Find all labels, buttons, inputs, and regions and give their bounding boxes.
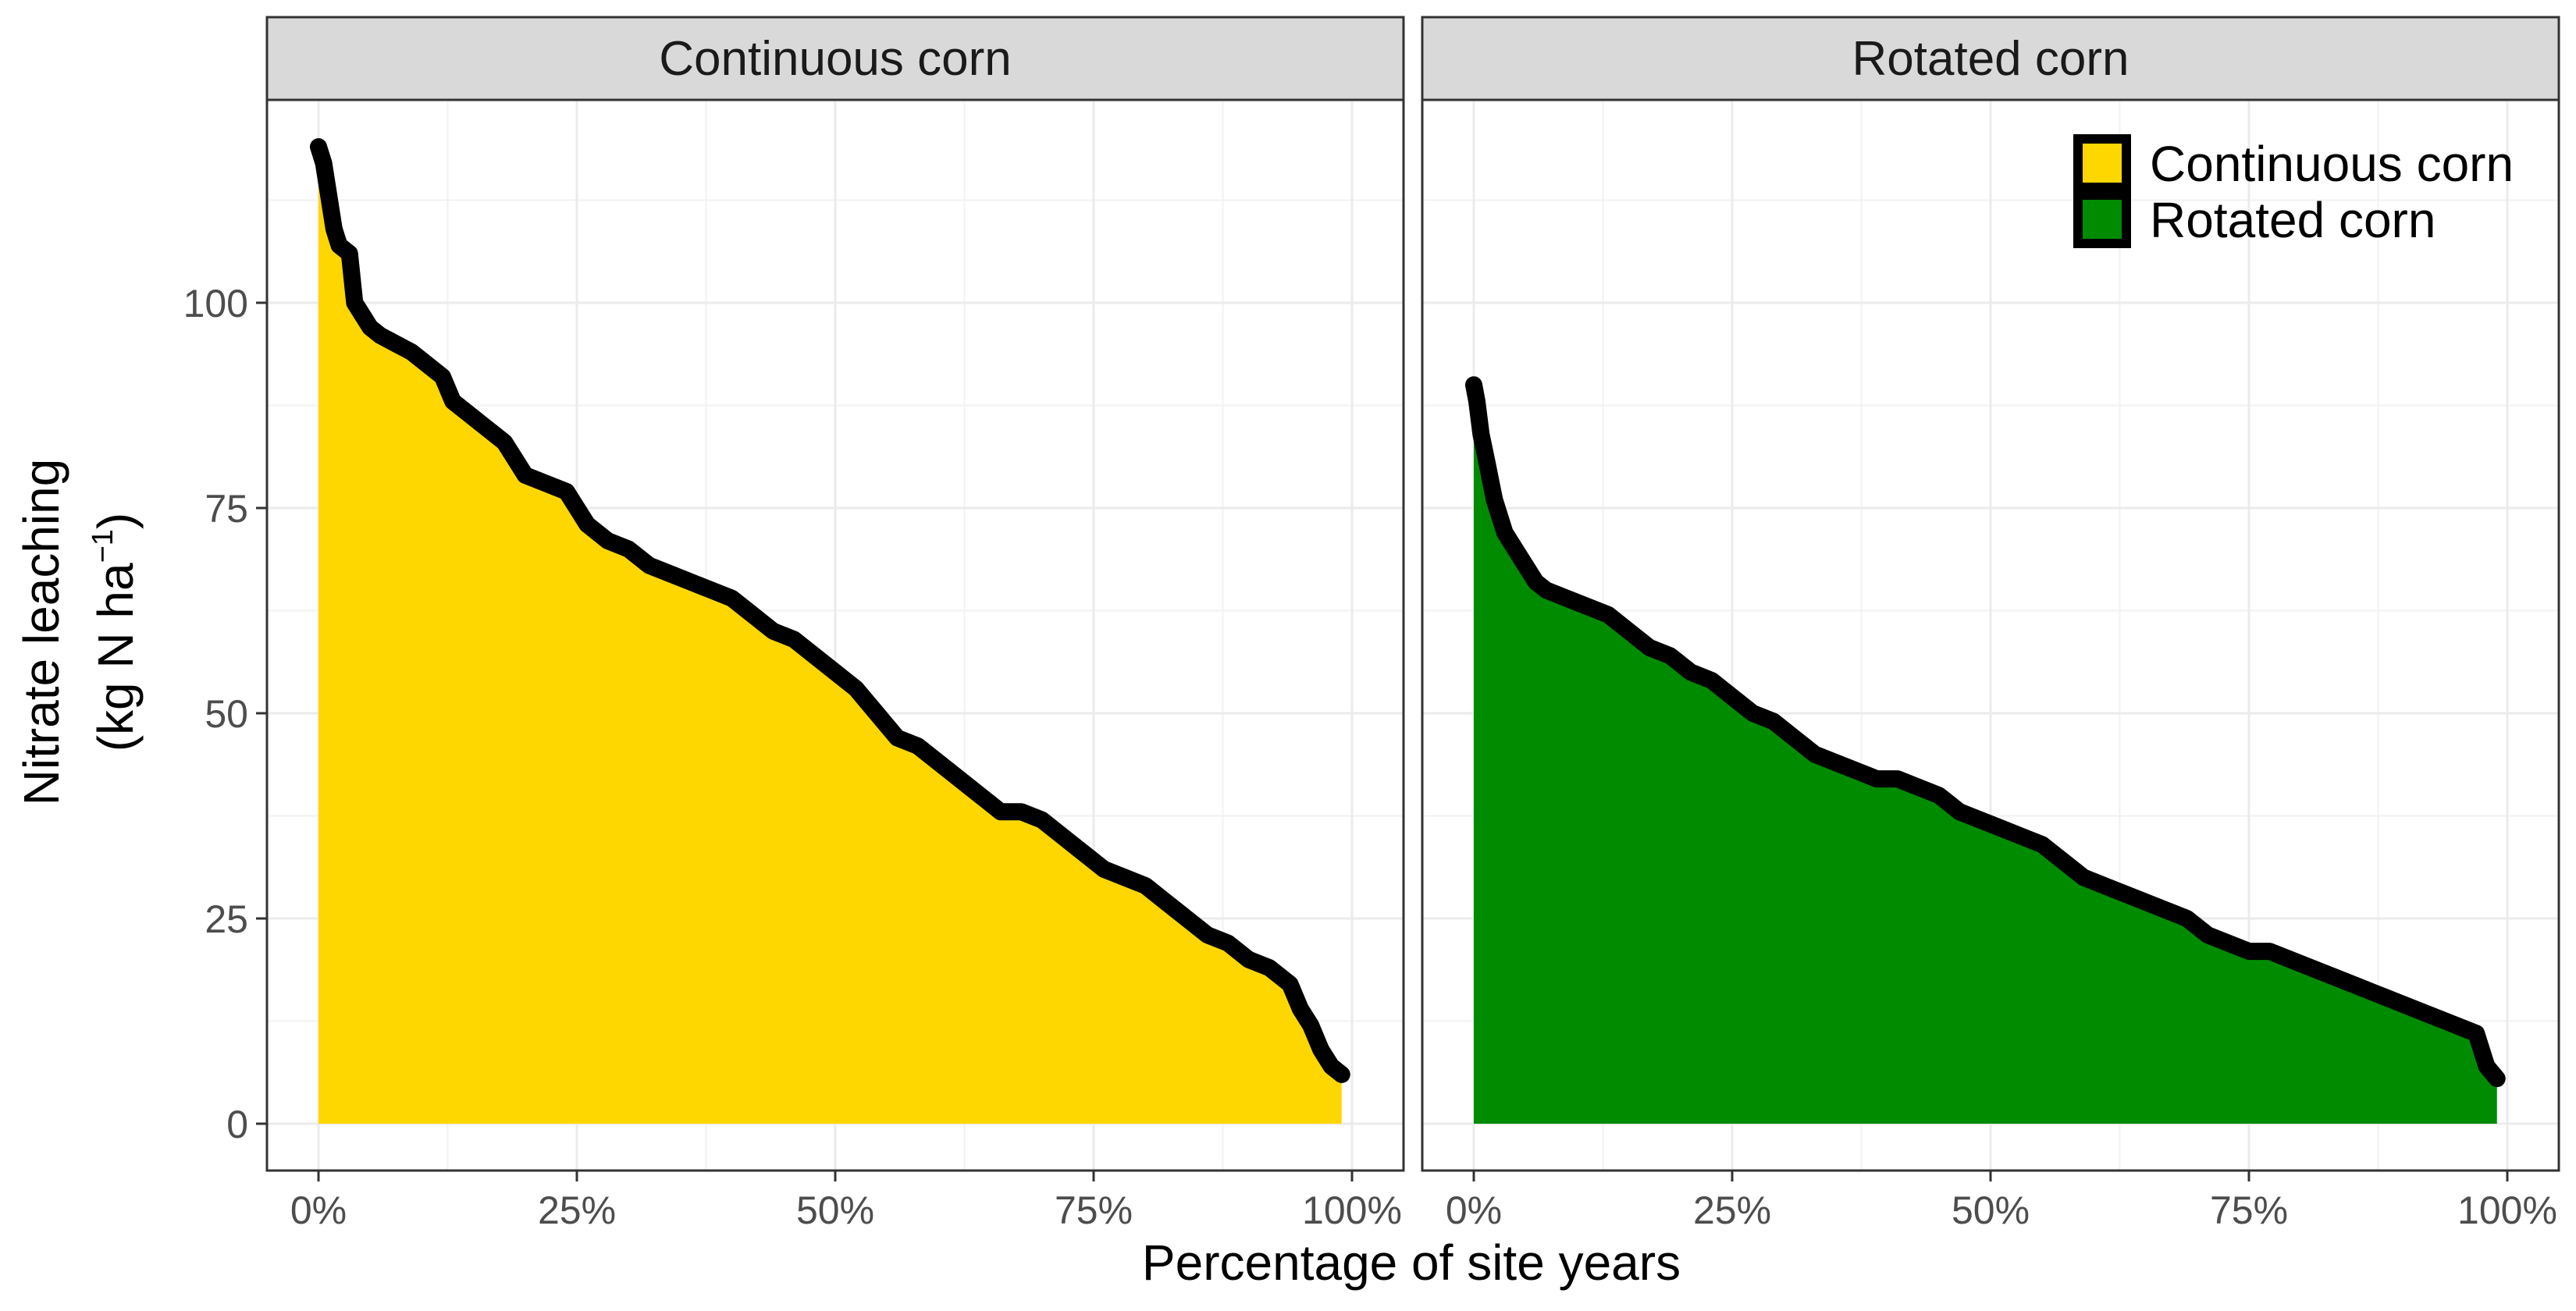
x-tick-label: 25% xyxy=(1693,1188,1771,1232)
x-tick-label: 50% xyxy=(796,1188,874,1232)
x-tick-label: 50% xyxy=(1952,1188,2030,1232)
panel-strip xyxy=(265,16,1405,101)
y-tick-label: 100 xyxy=(183,282,248,325)
y-tick-label: 25 xyxy=(205,897,248,941)
y-axis: 0 25 50 75 100 xyxy=(183,282,267,1146)
series-line xyxy=(1465,376,2506,1088)
panel-strip-label: Rotated corn xyxy=(1852,32,2129,86)
y-axis-title-line1: Nitrate leaching xyxy=(13,459,69,806)
series-area xyxy=(1474,385,2497,1124)
series-line xyxy=(310,138,1350,1083)
legend-entry: Continuous corn xyxy=(2073,134,2514,192)
legend-label: Rotated corn xyxy=(2150,192,2435,248)
series-area xyxy=(318,147,1342,1124)
y-axis-title-close: ) xyxy=(87,513,144,529)
legend-label: Continuous corn xyxy=(2150,136,2514,192)
y-tick-label: 0 xyxy=(226,1103,248,1146)
panel-strip-label: Continuous corn xyxy=(659,32,1012,86)
x-tick-label: 100% xyxy=(2457,1188,2557,1232)
y-axis-title-exponent: −1 xyxy=(87,529,119,563)
x-tick-label: 25% xyxy=(538,1188,616,1232)
legend-entry: Rotated corn xyxy=(2073,190,2435,248)
y-tick-label: 75 xyxy=(205,487,248,531)
x-tick-label: 75% xyxy=(1055,1188,1133,1232)
legend-key xyxy=(2073,134,2131,192)
x-tick-label: 0% xyxy=(290,1188,347,1232)
panel-strip xyxy=(1421,16,2560,101)
x-tick-label: 75% xyxy=(2210,1188,2288,1232)
y-axis-title-unit: (kg N ha xyxy=(87,563,144,751)
x-axis-title: Percentage of site years xyxy=(1142,1235,1681,1291)
panel-continuous-corn: Continuous corn 0% 25% 50% 75% 100% xyxy=(265,16,1405,1232)
x-tick-label: 100% xyxy=(1302,1188,1402,1232)
legend-key xyxy=(2073,190,2131,248)
x-tick-label: 0% xyxy=(1446,1188,1502,1232)
panel-rotated-corn: Rotated corn 0% 25% 50% 75% 100% xyxy=(1421,16,2560,1232)
y-axis-title-line2: (kg N ha−1) xyxy=(87,513,144,752)
y-tick-label: 50 xyxy=(205,692,248,736)
